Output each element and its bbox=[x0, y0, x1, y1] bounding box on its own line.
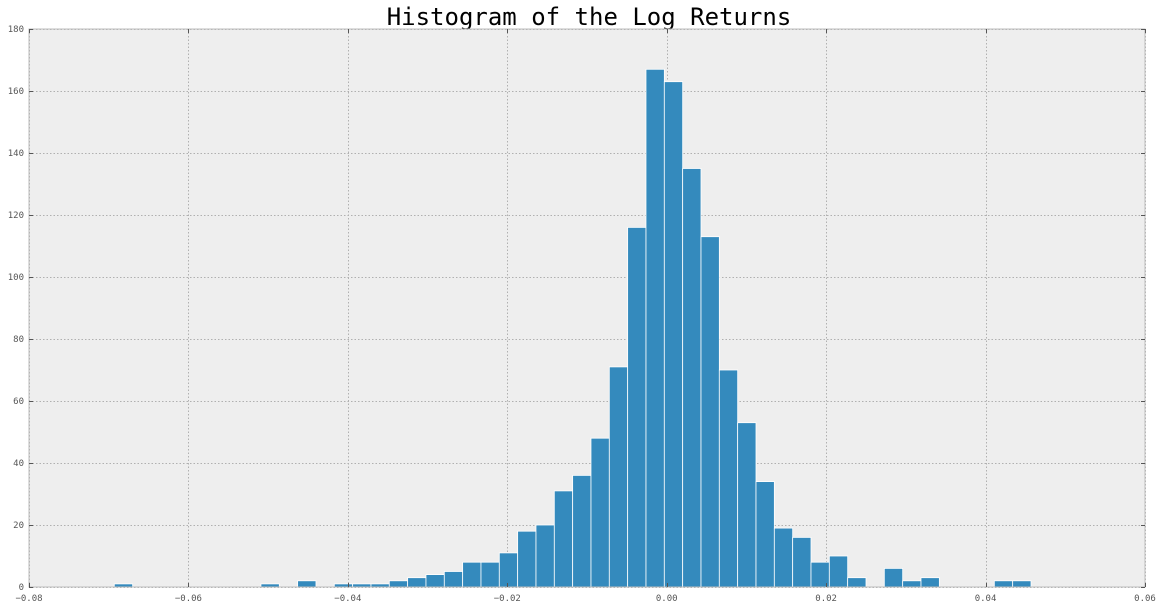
histogram-bar-15 bbox=[388, 580, 409, 588]
x-tick-label: −0.08 bbox=[15, 594, 42, 604]
histogram-bar-17 bbox=[425, 574, 445, 588]
histogram-bar-24 bbox=[553, 490, 574, 588]
histogram-bar-10 bbox=[297, 580, 317, 588]
histogram-bar-37 bbox=[792, 537, 812, 588]
tick-marks bbox=[29, 29, 1146, 588]
histogram-bar-40 bbox=[847, 577, 867, 588]
histogram-bar-19 bbox=[462, 561, 482, 588]
histogram-bar-31 bbox=[682, 168, 702, 588]
histogram-bar-48 bbox=[993, 580, 1014, 588]
histogram-bar-39 bbox=[828, 555, 849, 588]
x-tick-label: 0.00 bbox=[656, 594, 678, 604]
histogram-bar-20 bbox=[480, 561, 500, 588]
histogram-bar-29 bbox=[645, 68, 665, 588]
histogram-bar-42 bbox=[883, 568, 904, 588]
histogram-bar-26 bbox=[590, 437, 610, 588]
histogram-bar-36 bbox=[773, 527, 794, 588]
histogram-bar-18 bbox=[443, 571, 464, 588]
y-tick-label: 60 bbox=[13, 397, 24, 407]
x-tick-label: −0.04 bbox=[334, 594, 361, 604]
y-tick-label: 140 bbox=[8, 149, 24, 159]
y-tick-label: 40 bbox=[13, 459, 24, 469]
axes-frame bbox=[28, 28, 1146, 588]
histogram-bar-32 bbox=[700, 236, 720, 588]
y-tick-label: 100 bbox=[8, 273, 24, 283]
y-tick-label: 180 bbox=[8, 25, 24, 35]
y-tick-label: 20 bbox=[13, 521, 24, 531]
x-tick-label: −0.06 bbox=[175, 594, 202, 604]
histogram-bar-21 bbox=[498, 552, 519, 588]
histogram-bar-49 bbox=[1012, 580, 1032, 588]
chart-title: Histogram of the Log Returns bbox=[387, 3, 792, 31]
histogram-bars bbox=[113, 68, 1032, 588]
y-tick-label: 160 bbox=[8, 87, 24, 97]
histogram-bar-34 bbox=[737, 422, 757, 588]
histogram-bar-43 bbox=[902, 580, 922, 588]
histogram-bar-33 bbox=[718, 369, 739, 588]
histogram-bar-35 bbox=[755, 481, 775, 588]
histogram-bar-25 bbox=[572, 474, 592, 588]
histogram-bar-22 bbox=[517, 530, 537, 588]
y-axis: 0 20 40 60 80 100 120 140 160 180 bbox=[8, 25, 24, 593]
histogram-bar-44 bbox=[920, 577, 940, 588]
x-tick-label: 0.06 bbox=[1134, 594, 1156, 604]
histogram-bar-27 bbox=[608, 366, 629, 588]
x-tick-label: 0.02 bbox=[815, 594, 837, 604]
y-tick-label: 120 bbox=[8, 211, 24, 221]
histogram-bar-16 bbox=[407, 577, 427, 588]
y-tick-label: 80 bbox=[13, 335, 24, 345]
y-tick-label: 0 bbox=[19, 583, 24, 593]
x-tick-label: −0.02 bbox=[494, 594, 521, 604]
histogram-bar-23 bbox=[535, 524, 555, 588]
x-axis: −0.08 −0.06 −0.04 −0.02 0.00 0.02 0.04 0.06 bbox=[15, 594, 1155, 604]
histogram-bar-30 bbox=[663, 81, 684, 588]
x-tick-label: 0.04 bbox=[975, 594, 997, 604]
histogram-bar-28 bbox=[627, 226, 647, 588]
